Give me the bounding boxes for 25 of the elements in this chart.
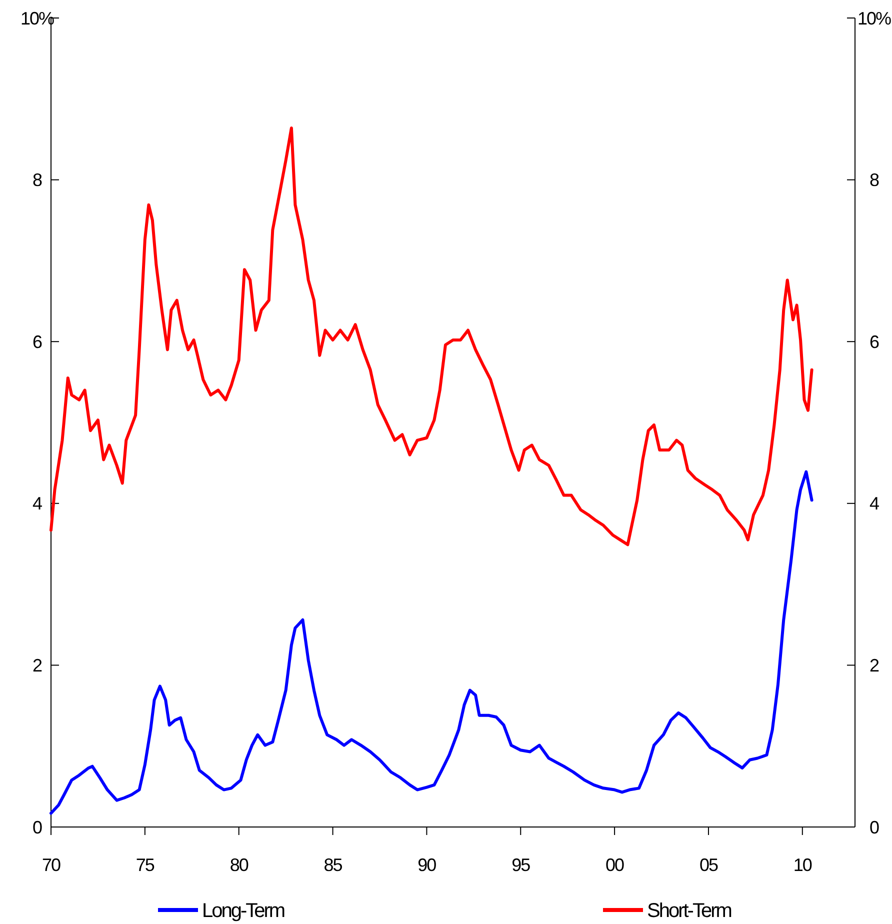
- legend-label: Long-Term: [202, 900, 285, 922]
- y-tick-label: 2: [32, 656, 42, 676]
- x-tick-label: 90: [418, 855, 437, 875]
- y2-tick-label: 4: [869, 494, 880, 514]
- legend-label: Short-Term: [647, 900, 732, 922]
- y2-tick-label: 0: [869, 817, 880, 838]
- x-tick-label: 85: [324, 855, 343, 875]
- line-series: [50, 470, 814, 815]
- x-tick-label: 10: [793, 855, 812, 875]
- y-tick-label: 6: [32, 332, 42, 352]
- y-tick-label: 10%: [20, 8, 55, 28]
- x-tick-label: 95: [512, 855, 531, 875]
- x-tick-label: 00: [606, 855, 625, 875]
- y2-tick-label: 6: [869, 332, 880, 352]
- y-tick-label: 8: [32, 170, 42, 190]
- y2-tick-label: 2: [869, 656, 880, 676]
- x-tick-label: 70: [42, 855, 61, 875]
- y2-tick-label: 10%: [857, 8, 892, 28]
- x-tick-label: 75: [136, 855, 155, 875]
- line-series: [50, 126, 814, 546]
- x-tick-label: 80: [230, 855, 249, 875]
- y-tick-label: 4: [32, 494, 42, 514]
- y2-tick-label: 8: [869, 170, 880, 190]
- x-tick-label: 05: [699, 855, 718, 875]
- y-tick-label: 0: [32, 817, 42, 838]
